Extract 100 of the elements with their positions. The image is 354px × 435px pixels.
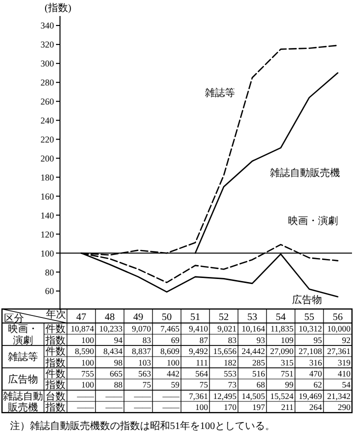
text: 516 (252, 368, 265, 378)
text: 件数 (46, 324, 66, 336)
y-axis-title: (指数) (44, 2, 72, 14)
y-tick-label: 340 (40, 20, 54, 31)
data-label: 87 (200, 334, 208, 345)
text: 件数 (46, 369, 66, 380)
x-tick-label: 50 (162, 312, 172, 323)
text: 665 (110, 368, 122, 378)
y-tick-label: 160 (40, 191, 54, 202)
x-tick-label: 54 (276, 312, 286, 323)
data-label: 69 (171, 334, 180, 345)
text: 9,492 (188, 346, 208, 356)
text: —— (162, 390, 180, 401)
data-label: 88 (114, 380, 122, 390)
text: —— (106, 402, 122, 412)
text: 563 (138, 368, 151, 378)
text: 指数 (46, 380, 66, 392)
data-label: 62 (314, 380, 322, 390)
text: 映画・演劇 (8, 323, 38, 346)
x-tick-label: 48 (104, 312, 115, 323)
data-label: 73 (228, 380, 236, 390)
y-tick-label: 140 (40, 210, 54, 220)
data-label: 100 (195, 402, 208, 412)
text: 470 (309, 368, 322, 378)
text: 564 (195, 368, 209, 378)
text: 19,469 (298, 390, 322, 401)
text: 7,361 (188, 390, 208, 401)
y-tick-label: 300 (40, 58, 54, 69)
data-label: 109 (280, 334, 294, 345)
text: 27,108 (298, 346, 322, 356)
text: —— (76, 390, 94, 401)
data-label: 68 (256, 380, 265, 390)
data-label: 211 (281, 402, 294, 412)
data-label: 100 (81, 334, 94, 345)
text: 件数 (46, 346, 66, 358)
series-label: 雑誌等 (205, 87, 235, 99)
data-label: 75 (142, 380, 151, 390)
data-label: 100 (166, 357, 180, 368)
text: 10,164 (242, 324, 266, 334)
data-label: 197 (252, 402, 265, 412)
text: 10,000 (327, 324, 350, 334)
data-label: 83 (142, 334, 151, 345)
x-tick-label: 56 (332, 312, 343, 323)
text: 10,233 (99, 324, 122, 334)
series-label: 映画・演劇 (288, 215, 338, 227)
y-tick-label: 200 (40, 153, 54, 164)
x-tick-label: 52 (218, 312, 229, 323)
text: 8,837 (132, 346, 151, 356)
text: 8,434 (103, 346, 124, 356)
text: 14,505 (242, 390, 265, 401)
data-label: 100 (81, 357, 94, 368)
text: 12,495 (213, 390, 236, 401)
text: 27,090 (270, 346, 294, 356)
data-label: 264 (309, 402, 323, 412)
data-label: 103 (138, 357, 151, 368)
data-label: 94 (114, 334, 124, 345)
text: 751 (280, 368, 294, 378)
data-label: 75 (200, 380, 208, 390)
text: 指数 (46, 402, 66, 414)
y-tick-label: 60 (45, 286, 54, 296)
text: 553 (224, 368, 236, 378)
annotation: 年次 (46, 308, 66, 320)
text: 7,465 (160, 324, 180, 334)
data-label: 319 (338, 357, 350, 368)
text: 台数 (46, 390, 66, 402)
x-tick-label: 51 (190, 312, 200, 323)
text: 雑誌自動販売機 (3, 390, 43, 414)
text: 9,021 (217, 324, 236, 334)
y-tick-label: 280 (40, 78, 54, 88)
text: 区分 (4, 312, 24, 324)
text: 8,590 (74, 346, 94, 356)
text: 15,524 (270, 390, 294, 401)
text: 広告物 (8, 374, 38, 386)
y-tick-label: 100 (40, 248, 54, 258)
text: 注）雑誌自動販売機数の指数は昭和51年を100としている。 (10, 420, 275, 432)
series-label: 広告物 (292, 294, 322, 306)
data-label: 95 (314, 334, 322, 345)
y-tick-label: 260 (40, 96, 54, 107)
text: 27,361 (327, 346, 350, 356)
text: —— (104, 390, 123, 401)
text: 410 (338, 368, 350, 378)
text: 9,070 (132, 324, 151, 334)
text: 11,835 (270, 324, 294, 334)
text: 雑誌等 (8, 351, 38, 364)
data-label: 98 (114, 357, 122, 368)
x-tick-label: 49 (133, 312, 144, 323)
x-tick-label: 55 (304, 312, 314, 323)
text: 9,410 (188, 324, 208, 334)
text: 24,442 (242, 346, 265, 356)
y-tick-label: 320 (40, 40, 54, 50)
y-tick-label: 180 (40, 172, 54, 182)
data-label: 93 (256, 334, 265, 345)
data-label: 99 (285, 380, 294, 390)
y-tick-label: 220 (40, 134, 54, 144)
data-label: 285 (252, 357, 265, 368)
data-label: 290 (338, 402, 350, 412)
text: 10,312 (298, 324, 322, 334)
data-label: 83 (228, 334, 236, 345)
x-tick-label: 47 (76, 312, 86, 323)
text: 指数 (44, 334, 66, 346)
